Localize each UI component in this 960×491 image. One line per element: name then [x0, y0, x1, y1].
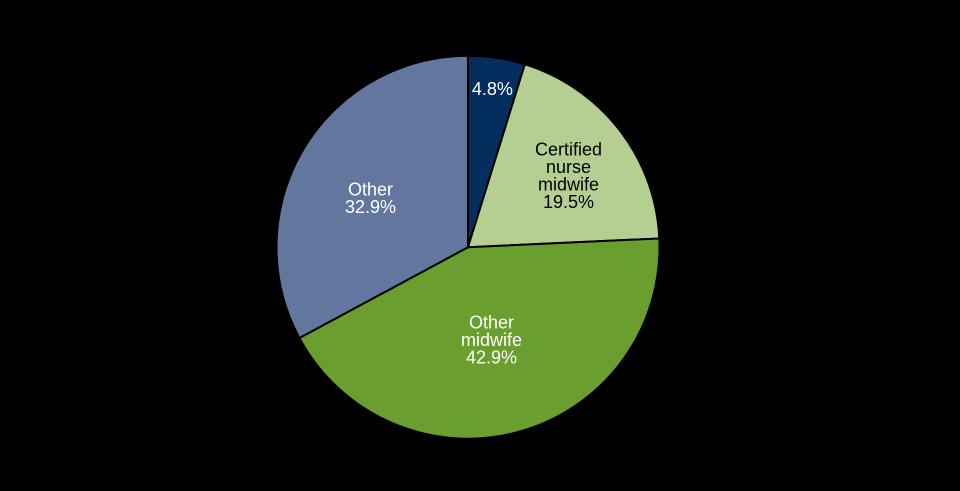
svg-text:32.9%: 32.9% — [345, 197, 396, 217]
svg-text:midwife: midwife — [461, 330, 522, 350]
svg-text:Other: Other — [469, 313, 514, 333]
svg-text:Other: Other — [348, 180, 393, 200]
svg-text:Certified: Certified — [535, 140, 602, 160]
svg-text:19.5%: 19.5% — [543, 192, 594, 212]
svg-text:4.8%: 4.8% — [472, 79, 513, 99]
svg-text:42.9%: 42.9% — [466, 348, 517, 368]
svg-text:nurse: nurse — [546, 157, 591, 177]
svg-text:midwife: midwife — [538, 175, 599, 195]
